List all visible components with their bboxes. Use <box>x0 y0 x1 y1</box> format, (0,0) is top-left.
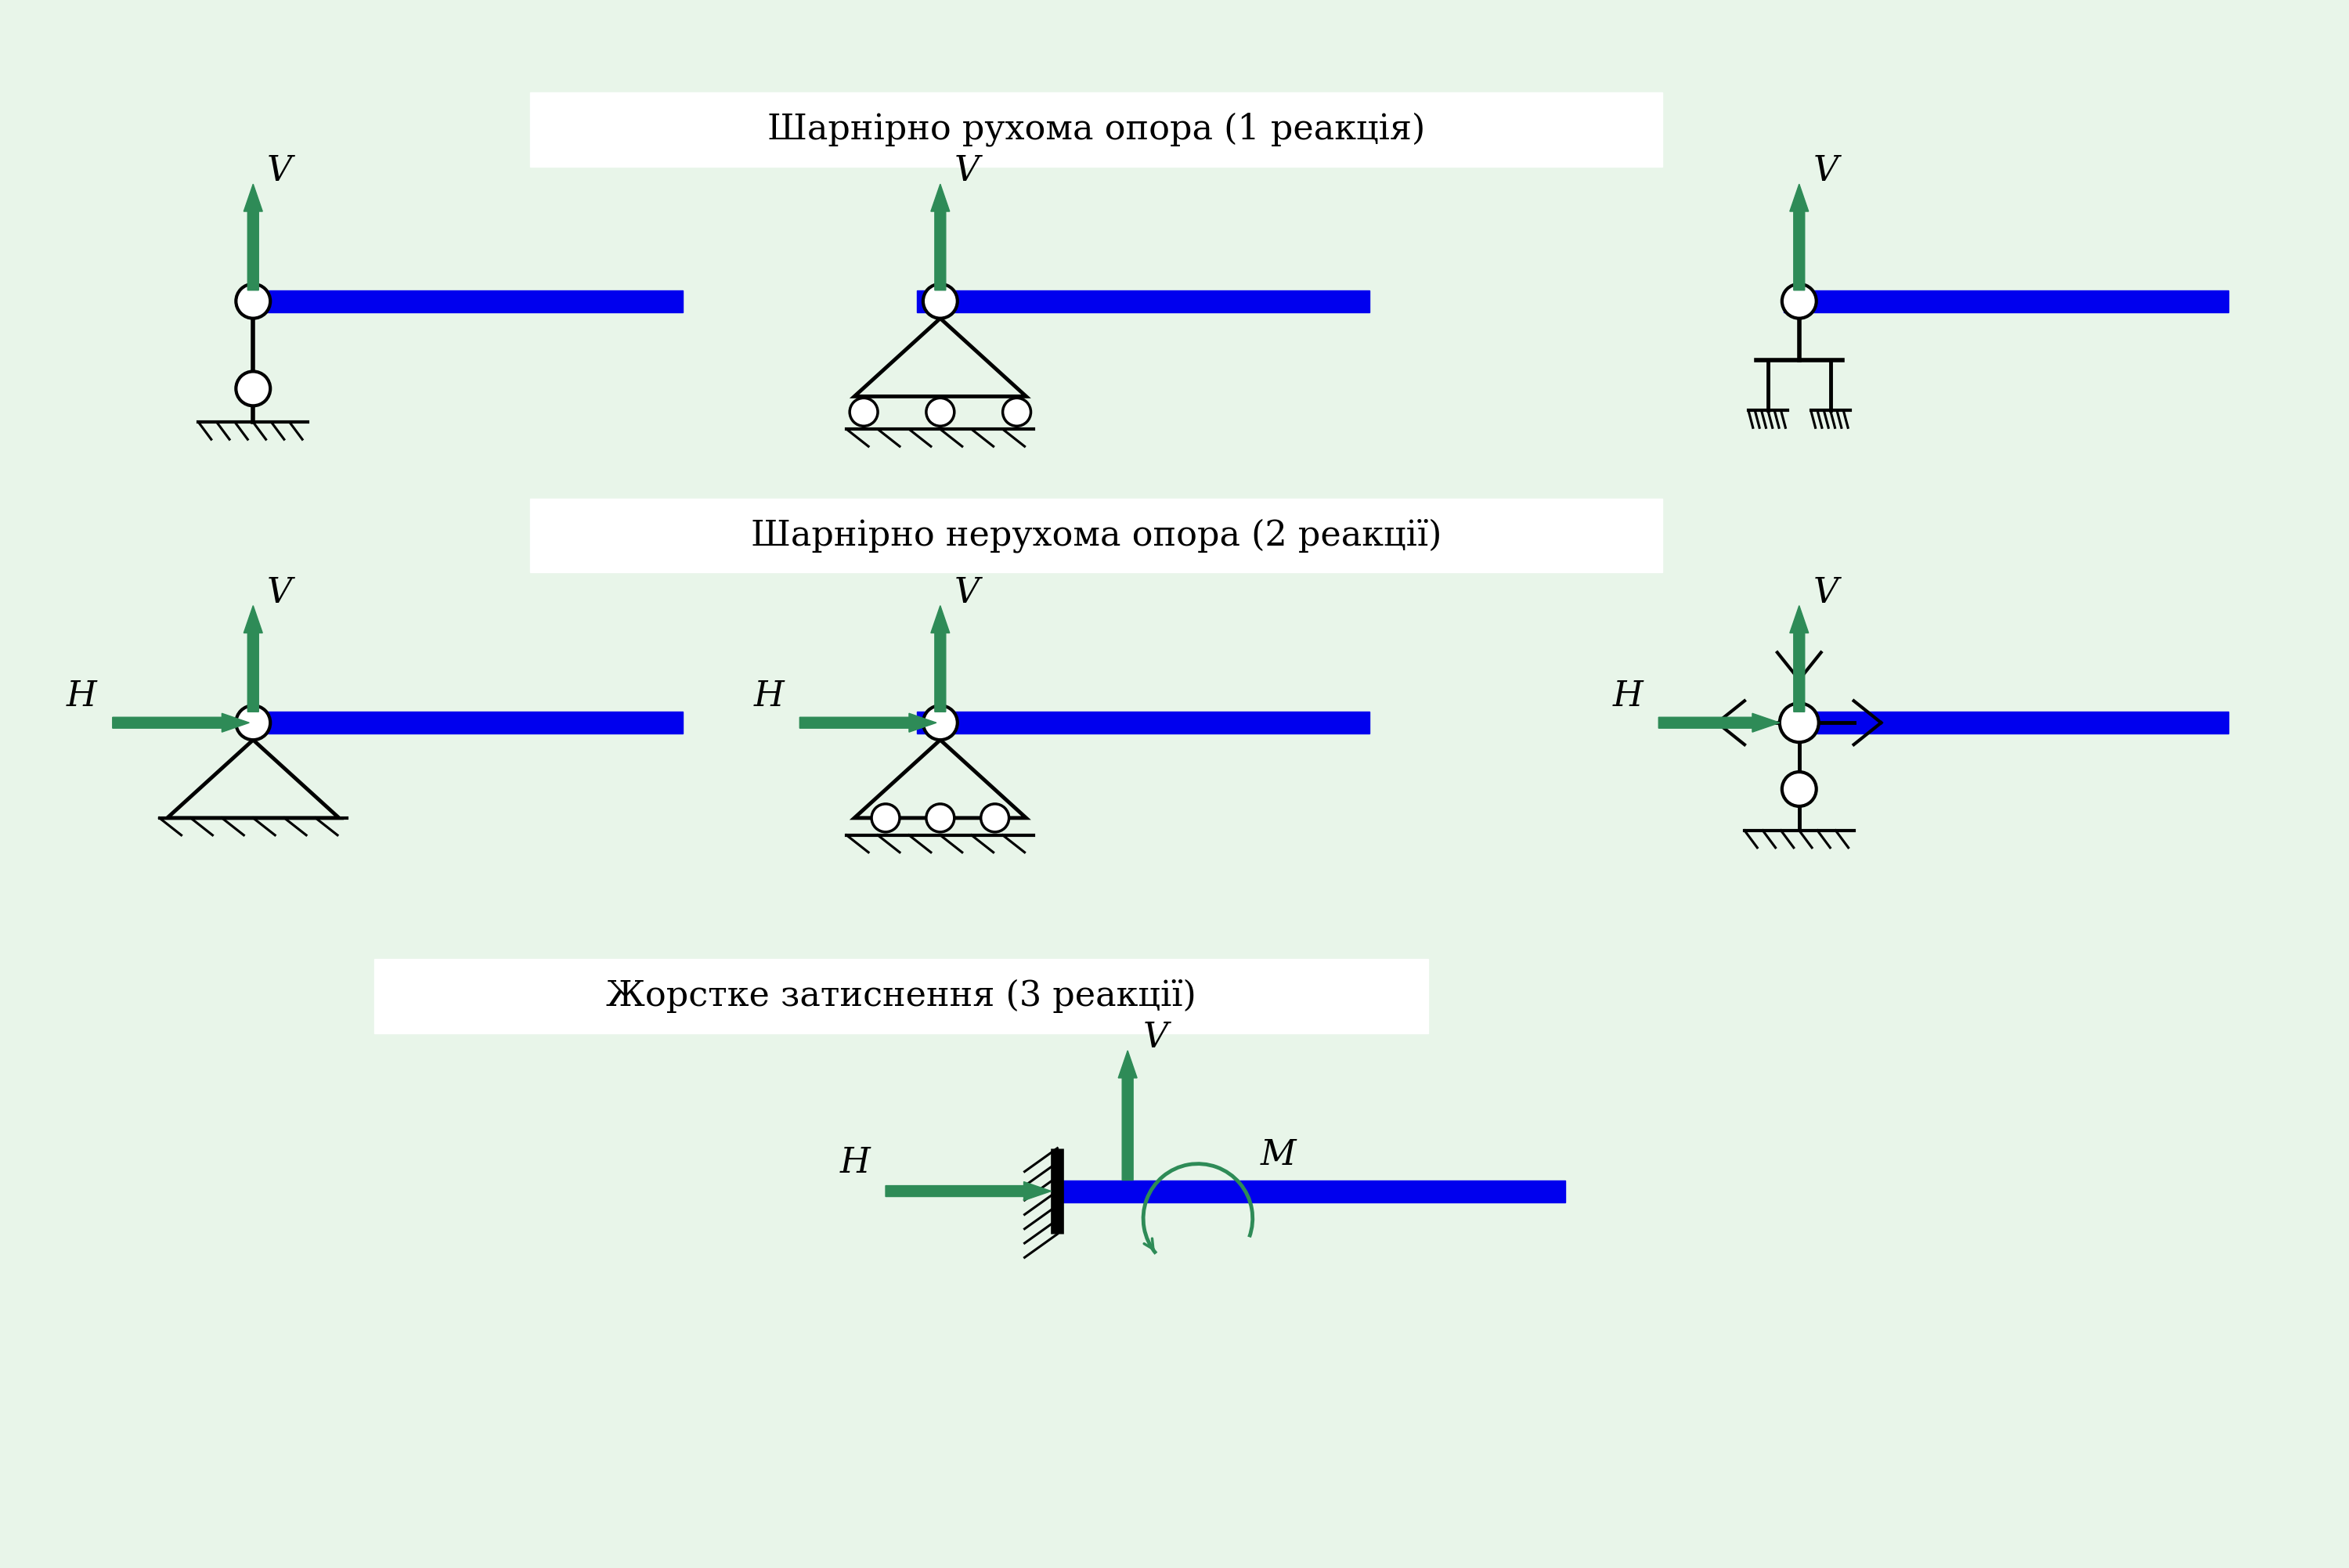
Bar <box>249 712 684 734</box>
FancyArrow shape <box>113 713 249 732</box>
Text: H: H <box>66 679 96 713</box>
Bar <box>1057 1181 1564 1203</box>
Circle shape <box>871 804 900 833</box>
Circle shape <box>982 804 1010 833</box>
Circle shape <box>923 706 958 740</box>
Circle shape <box>1783 771 1816 806</box>
FancyArrow shape <box>1658 713 1781 732</box>
Text: H: H <box>839 1146 869 1179</box>
Bar <box>916 712 1369 734</box>
Text: H: H <box>754 679 785 713</box>
FancyArrow shape <box>244 605 263 712</box>
Circle shape <box>850 398 879 426</box>
FancyArrow shape <box>1790 183 1809 290</box>
Bar <box>916 290 1369 312</box>
Circle shape <box>926 398 954 426</box>
Text: Шарнірно нерухома опора (2 реакції): Шарнірно нерухома опора (2 реакції) <box>752 519 1442 552</box>
Text: Шарнірно рухома опора (1 реакція): Шарнірно рухома опора (1 реакція) <box>768 113 1426 146</box>
Bar <box>1783 290 2229 312</box>
FancyArrow shape <box>1790 605 1809 712</box>
Circle shape <box>923 284 958 318</box>
Text: V: V <box>954 575 980 610</box>
Bar <box>531 499 1663 572</box>
Text: V: V <box>268 575 291 610</box>
FancyArrow shape <box>244 183 263 290</box>
FancyArrow shape <box>1118 1051 1137 1181</box>
Text: V: V <box>1144 1021 1167 1055</box>
FancyArrow shape <box>930 183 949 290</box>
Text: V: V <box>1813 154 1839 188</box>
Circle shape <box>235 372 270 406</box>
Bar <box>249 290 684 312</box>
Bar <box>373 960 1428 1033</box>
Circle shape <box>235 284 270 318</box>
FancyArrow shape <box>886 1182 1050 1201</box>
Circle shape <box>1781 702 1818 742</box>
Circle shape <box>1003 398 1031 426</box>
Text: V: V <box>954 154 980 188</box>
Circle shape <box>1783 284 1816 318</box>
Bar <box>1783 712 2229 734</box>
Text: H: H <box>1614 679 1642 713</box>
Circle shape <box>235 706 270 740</box>
Text: M: M <box>1261 1138 1297 1171</box>
Text: V: V <box>1813 575 1839 610</box>
Circle shape <box>926 804 954 833</box>
FancyArrow shape <box>930 605 949 712</box>
Text: V: V <box>268 154 291 188</box>
Text: Жорстке затиснення (3 реакції): Жорстке затиснення (3 реакції) <box>606 978 1196 1013</box>
Bar <box>531 93 1663 166</box>
FancyArrow shape <box>799 713 937 732</box>
